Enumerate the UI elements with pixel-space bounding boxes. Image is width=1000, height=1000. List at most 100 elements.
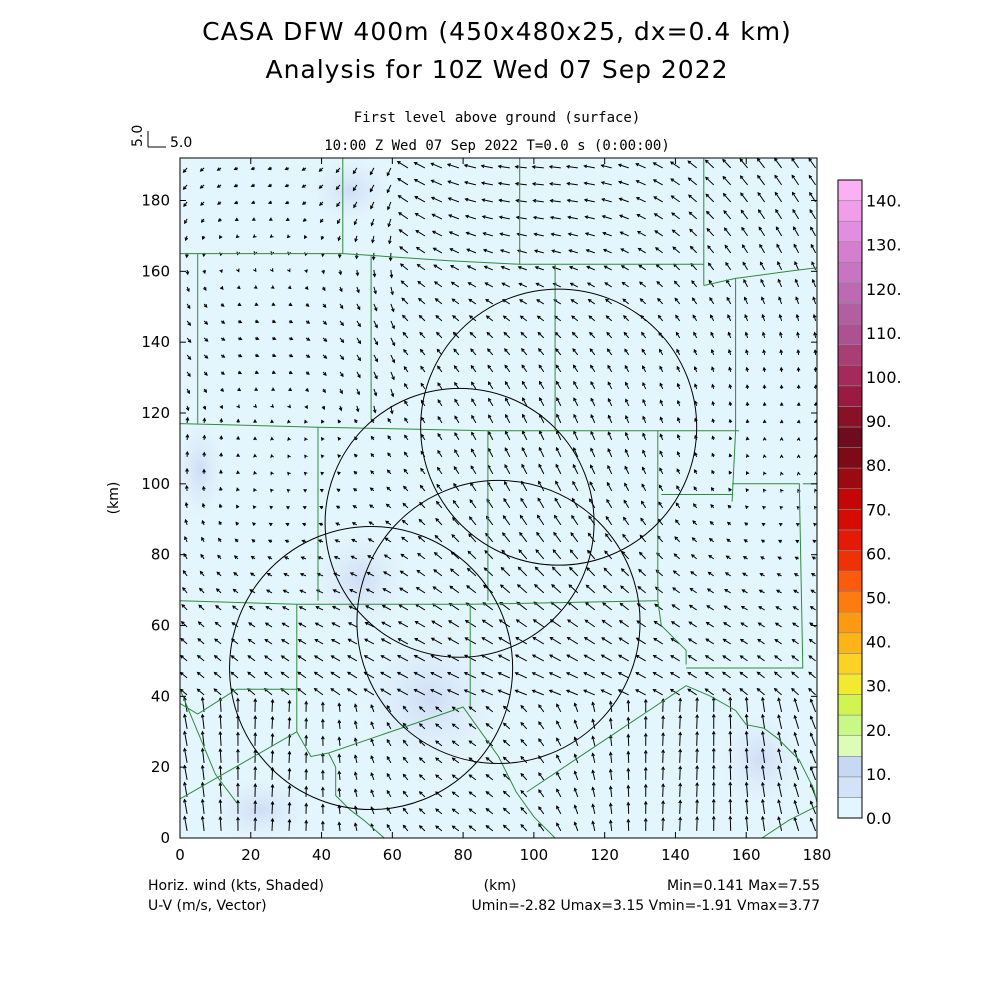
wind-vector-head [556, 397, 560, 402]
wind-vector-head [318, 168, 323, 172]
wind-vector [418, 519, 426, 526]
wind-vector-head [687, 160, 692, 164]
wind-vector-head [352, 488, 357, 492]
wind-vector-head [435, 774, 439, 778]
wind-vector-head [263, 671, 268, 676]
wind-vector-head [453, 365, 458, 369]
wind-vector-head [252, 505, 257, 510]
colorbar-swatch [837, 241, 863, 263]
wind-vector [471, 448, 477, 458]
wind-vector [399, 229, 409, 237]
wind-vector [538, 364, 545, 373]
wind-vector-head [744, 314, 748, 319]
wind-vector-head [760, 556, 765, 560]
wind-vector-head [583, 672, 588, 676]
wind-vector-head [468, 516, 473, 521]
wind-vector [401, 297, 409, 305]
wind-vector [453, 466, 460, 475]
wind-vector-head [434, 534, 439, 539]
wind-vector-head [514, 165, 519, 169]
wind-vector [696, 799, 698, 814]
wind-vector [503, 756, 511, 764]
wind-vector-head [566, 636, 571, 641]
colorbar-label: 140. [866, 192, 902, 211]
wind-vector-head [692, 314, 697, 319]
wind-vector [692, 315, 698, 322]
wind-vector [777, 261, 783, 271]
wind-vector-head [180, 671, 184, 676]
wind-vector-head [519, 315, 524, 320]
wind-vector [572, 481, 579, 492]
wind-vector [623, 315, 630, 322]
wind-vector [662, 818, 664, 831]
wind-vector-head [687, 177, 692, 182]
wind-vector [538, 464, 545, 475]
wind-vector-head [384, 537, 389, 542]
wind-vector [793, 244, 800, 254]
wind-vector-head [501, 549, 506, 554]
wind-vector-head [514, 672, 519, 676]
wind-vector-head [365, 588, 370, 592]
wind-vector-head [623, 499, 628, 504]
wind-vector-head [265, 589, 270, 593]
wind-vector-head [588, 315, 593, 320]
wind-vector-head [607, 431, 612, 436]
wind-vector [297, 655, 307, 662]
wind-vector [642, 450, 647, 458]
wind-vector [465, 620, 477, 628]
wind-vector-head [793, 697, 798, 702]
wind-vector-head [372, 273, 377, 278]
county-boundary-line [180, 689, 238, 803]
wind-vector-head [759, 261, 764, 266]
wind-vector [347, 655, 358, 662]
wind-vector [607, 348, 613, 356]
wind-vector [673, 570, 681, 577]
wind-vector-head [369, 171, 374, 176]
wind-vector-head [743, 279, 747, 283]
wind-vector [662, 733, 664, 746]
wind-vector [467, 550, 477, 560]
wind-vector-head [606, 498, 610, 503]
wind-vector-head [397, 195, 402, 199]
wind-vector [739, 688, 748, 696]
wind-vector-head [448, 602, 453, 607]
wind-vector [499, 199, 510, 203]
wind-vector [437, 382, 443, 390]
wind-vector-head [780, 488, 784, 493]
wind-vector [469, 706, 477, 713]
wind-vector [431, 637, 443, 645]
wind-vector-head [652, 654, 657, 659]
wind-vector [219, 714, 222, 729]
wind-vector-head [373, 307, 378, 312]
wind-vector [352, 167, 358, 174]
wind-vector [679, 749, 681, 763]
wind-vector-head [287, 750, 292, 755]
wind-vector-head [404, 434, 408, 439]
wind-vector-head [265, 606, 270, 610]
wind-vector-head [608, 717, 613, 722]
wind-vector-head [722, 175, 727, 180]
wind-vector-head [298, 622, 302, 626]
wind-vector [762, 748, 766, 763]
wind-vector-head [449, 568, 454, 573]
wind-vector [521, 381, 528, 390]
wind-vector-head [270, 419, 274, 424]
wind-vector-head [636, 214, 641, 218]
wind-vector [590, 381, 596, 390]
wind-vector-head [337, 719, 342, 724]
wind-vector [484, 265, 493, 271]
wind-vector [607, 432, 613, 441]
wind-vector-head [607, 414, 612, 419]
wind-vector-head [590, 364, 594, 369]
wind-vector-head [485, 298, 490, 303]
wind-vector [567, 182, 578, 186]
wind-vector [398, 195, 409, 203]
colorbar-swatch [837, 550, 863, 572]
wind-vector [809, 209, 817, 220]
wind-vector-head [183, 713, 187, 718]
wind-vector-head [502, 739, 507, 744]
wind-vector [778, 731, 783, 747]
wind-vector [436, 501, 443, 509]
wind-vector-head [626, 716, 631, 721]
wind-vector-head [469, 331, 474, 336]
